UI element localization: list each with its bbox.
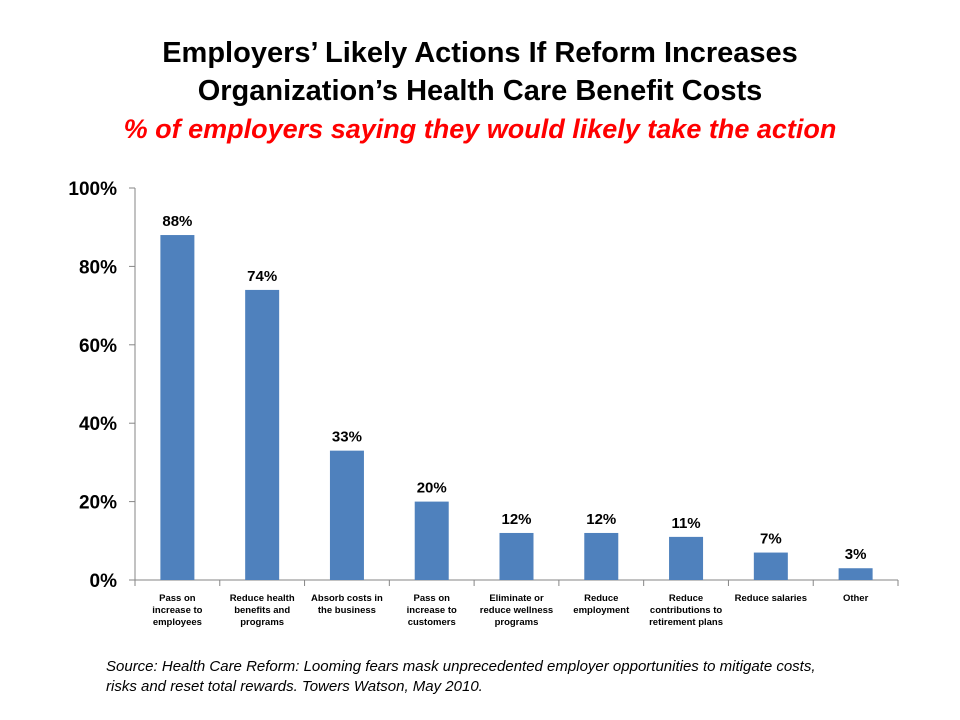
data-label: 20% (417, 480, 447, 497)
bar (753, 552, 788, 580)
title-line-2: Organization’s Health Care Benefit Costs (197, 75, 763, 107)
x-tick-label-line: Reduce health (230, 593, 295, 604)
bar (499, 532, 534, 580)
x-tick-label: Pass on increase to customers (407, 593, 457, 628)
bar (669, 536, 704, 580)
x-tick-label-line: programs (240, 617, 284, 628)
x-tick-label-line: contributions to (650, 605, 722, 616)
x-tick-label-line: benefits and (234, 605, 290, 616)
x-tick-label: Pass on increase to employees (152, 593, 202, 628)
x-tick-label: Reduce salaries (735, 593, 807, 604)
y-tick-label: 20% (79, 493, 117, 514)
source-note: Source: Health Care Reform: Looming fear… (106, 657, 926, 697)
x-tick-label-line: increase to (152, 605, 202, 616)
bar (838, 568, 873, 580)
x-tick-label-line: Other (843, 593, 869, 604)
x-tick-label: Absorb costs in the business (311, 593, 383, 616)
bar (584, 532, 619, 580)
x-tick-label-line: Reduce (584, 593, 618, 604)
data-label: 3% (845, 546, 867, 563)
bar (414, 501, 449, 580)
x-tick-label-line: Reduce salaries (735, 593, 807, 604)
bar (245, 289, 280, 580)
source-line-1: Source: Health Care Reform: Looming fear… (106, 658, 816, 675)
y-tick-label: 100% (68, 179, 117, 200)
source-line-2: risks and reset total rewards. Towers Wa… (106, 678, 483, 695)
x-tick-label-line: Absorb costs in (311, 593, 383, 604)
data-label: 11% (671, 515, 700, 532)
x-tick-label-line: Eliminate or (489, 593, 544, 604)
x-tick-label-line: increase to (407, 605, 457, 616)
x-tick-label: Other (843, 593, 869, 604)
title-line-1: Employers’ Likely Actions If Reform Incr… (162, 37, 798, 69)
bar (160, 235, 195, 581)
x-tick-label: Reduce health benefits and programs (230, 593, 295, 628)
x-tick-label: Eliminate or reduce wellness programs (480, 593, 553, 628)
y-tick-label: 40% (79, 414, 117, 435)
data-label: 7% (760, 531, 782, 548)
x-tick-label-line: reduce wellness (480, 605, 553, 616)
y-tick-label: 0% (90, 571, 118, 592)
x-tick-label-line: employees (153, 617, 202, 628)
data-label: 88% (162, 213, 192, 230)
x-tick-label: Reduce employment (573, 593, 630, 616)
x-tick-label-line: the business (318, 605, 376, 616)
data-label: 12% (501, 511, 531, 528)
bar-chart: 0%20%40%60%80%100%88%Pass on increase to e… (68, 179, 899, 628)
x-tick-label-line: retirement plans (649, 617, 723, 628)
bar (329, 450, 364, 580)
chart-title: Employers’ Likely Actions If Reform Incr… (0, 34, 960, 110)
x-tick-label-line: Reduce (669, 593, 703, 604)
data-label: 74% (247, 268, 277, 285)
x-tick-label-line: employment (573, 605, 630, 616)
x-tick-label-line: customers (408, 617, 456, 628)
data-label: 33% (332, 429, 362, 446)
data-label: 12% (586, 511, 616, 528)
y-tick-label: 60% (79, 336, 117, 357)
chart-subtitle: % of employers saying they would likely … (123, 114, 837, 144)
x-tick-label-line: Pass on (159, 593, 196, 604)
x-tick-label-line: programs (495, 617, 539, 628)
x-tick-label-line: Pass on (414, 593, 451, 604)
y-tick-label: 80% (79, 257, 117, 278)
x-tick-label: Reduce contributions to retirement plans (649, 593, 723, 628)
